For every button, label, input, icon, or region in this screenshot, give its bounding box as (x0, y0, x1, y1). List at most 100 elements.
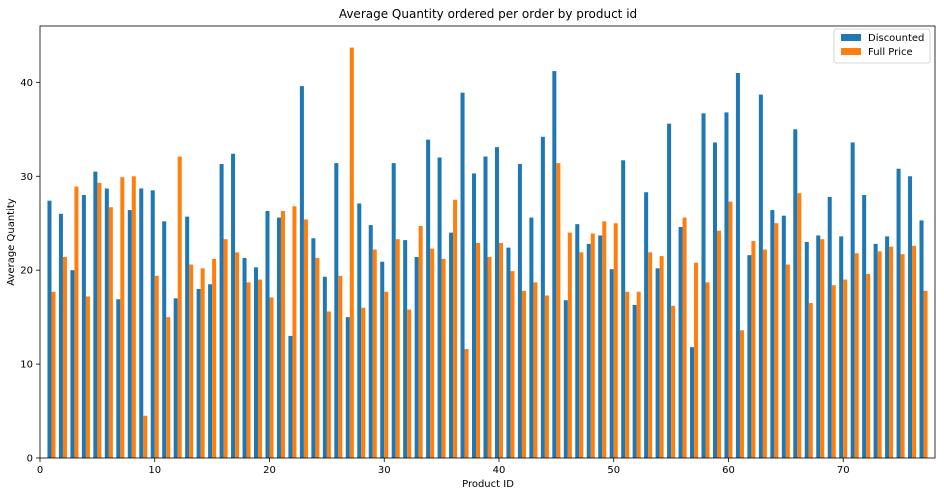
bar-discounted-55 (667, 123, 672, 459)
x-tick-label-10: 10 (148, 465, 161, 476)
bar-full-price-38 (476, 242, 481, 458)
bar-discounted-34 (426, 139, 431, 458)
bar-discounted-27 (345, 317, 350, 458)
x-tick-label-30: 30 (378, 465, 391, 476)
bar-full-price-36 (453, 199, 458, 459)
bar-full-price-34 (430, 248, 435, 458)
bar-discounted-21 (276, 217, 281, 458)
bar-full-price-41 (510, 271, 515, 458)
bar-full-price-16 (223, 239, 228, 458)
bar-full-price-54 (659, 256, 664, 458)
bar-discounted-4 (81, 195, 86, 459)
bar-full-price-60 (728, 201, 733, 458)
bar-full-price-8 (131, 176, 136, 458)
bar-full-price-65 (785, 264, 790, 458)
bar-discounted-56 (678, 226, 683, 458)
bar-full-price-51 (625, 291, 630, 458)
bar-discounted-68 (816, 235, 821, 458)
bar-full-price-37 (464, 349, 469, 458)
bar-discounted-45 (552, 71, 557, 458)
bar-discounted-40 (494, 147, 499, 458)
bar-discounted-69 (827, 196, 832, 459)
bar-discounted-29 (368, 225, 373, 458)
bar-full-price-50 (613, 223, 618, 458)
bar-discounted-58 (701, 113, 706, 458)
bar-discounted-12 (173, 298, 178, 458)
bar-discounted-31 (391, 163, 396, 459)
bar-discounted-71 (850, 142, 855, 458)
legend-label-full-price: Full Price (868, 47, 913, 58)
bar-full-price-26 (338, 275, 343, 458)
bar-full-price-15 (212, 258, 217, 458)
bars-layer (47, 47, 928, 459)
bar-discounted-30 (380, 261, 385, 458)
bar-full-price-6 (108, 207, 113, 458)
bar-full-price-23 (303, 219, 308, 458)
bar-discounted-1 (47, 200, 52, 458)
bar-full-price-75 (900, 254, 905, 458)
bar-discounted-38 (472, 173, 477, 458)
bar-discounted-37 (460, 92, 465, 459)
bar-discounted-23 (299, 86, 304, 458)
bar-discounted-61 (735, 72, 740, 459)
bar-discounted-25 (322, 276, 327, 458)
y-tick-label-20: 20 (20, 266, 33, 277)
bar-discounted-51 (621, 160, 626, 459)
bar-full-price-35 (441, 258, 446, 458)
bar-discounted-43 (529, 217, 534, 458)
bar-discounted-20 (265, 211, 270, 458)
x-tick-label-70: 70 (837, 465, 850, 476)
bar-discounted-19 (254, 267, 259, 458)
y-tick-label-0: 0 (27, 454, 33, 465)
bar-discounted-70 (839, 236, 844, 458)
bar-full-price-58 (705, 282, 710, 458)
bar-discounted-54 (655, 268, 660, 458)
bar-full-price-71 (854, 253, 859, 458)
bar-full-price-74 (889, 246, 894, 458)
bar-discounted-3 (70, 270, 75, 458)
bar-discounted-22 (288, 335, 293, 458)
bar-full-price-73 (877, 251, 882, 458)
x-tick-label-40: 40 (493, 465, 506, 476)
bar-discounted-6 (104, 188, 109, 458)
bar-discounted-77 (919, 220, 924, 458)
bar-full-price-32 (407, 309, 412, 458)
bar-discounted-7 (116, 299, 121, 458)
y-axis-ticks: 0 10 20 30 40 (20, 78, 40, 465)
bar-full-price-7 (120, 177, 125, 458)
bar-full-price-13 (189, 264, 194, 458)
bar-full-price-10 (154, 275, 159, 458)
bar-full-price-25 (326, 311, 331, 458)
bar-discounted-62 (747, 255, 752, 458)
bar-full-price-18 (246, 282, 251, 458)
x-tick-label-50: 50 (607, 465, 620, 476)
bar-full-price-12 (177, 156, 182, 459)
bar-discounted-65 (781, 215, 786, 458)
bar-discounted-64 (770, 210, 775, 458)
bar-full-price-57 (694, 262, 699, 458)
bar-full-price-19 (258, 279, 263, 458)
bar-full-price-40 (498, 242, 503, 458)
bar-full-price-31 (395, 239, 400, 458)
bar-full-price-2 (62, 257, 67, 458)
bar-full-price-68 (820, 239, 825, 458)
bar-full-price-5 (97, 182, 102, 458)
y-tick-label-40: 40 (20, 78, 33, 89)
x-axis-ticks: 0 10 20 30 40 50 60 70 (37, 458, 850, 476)
bar-discounted-14 (196, 288, 201, 458)
bar-full-price-22 (292, 206, 297, 458)
bar-discounted-33 (414, 257, 419, 458)
bar-full-price-44 (544, 295, 549, 458)
bar-discounted-59 (712, 142, 717, 458)
bar-discounted-42 (517, 164, 522, 459)
bar-full-price-21 (280, 211, 285, 458)
bar-full-price-45 (556, 163, 561, 459)
bar-full-price-20 (269, 297, 274, 458)
bar-full-price-14 (200, 268, 205, 458)
bar-discounted-18 (242, 257, 247, 458)
bar-discounted-39 (483, 156, 488, 459)
bar-discounted-28 (357, 203, 362, 458)
bar-discounted-8 (127, 210, 132, 458)
bar-full-price-47 (579, 252, 584, 458)
